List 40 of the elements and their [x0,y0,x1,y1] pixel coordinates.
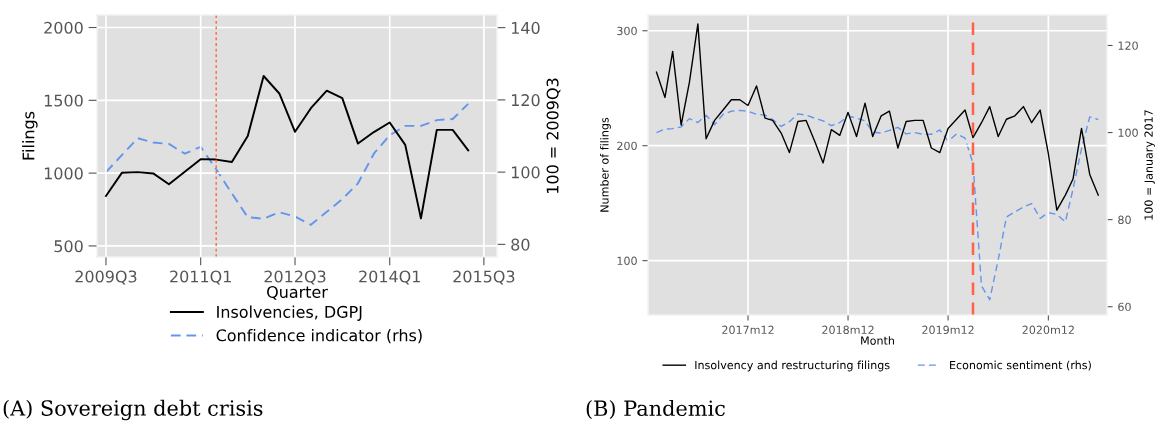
x-axis-title: Quarter [267,285,328,300]
y2-tick-label: 120 [1118,41,1138,50]
x-tick-label: 2014Q1 [359,270,420,285]
x-tick-label: 2015Q3 [453,270,515,285]
y2-tick-label: 100 [1118,128,1138,137]
y2-tick-label: 80 [1118,215,1131,225]
y2-tick-label: 120 [511,94,540,107]
x-tick-label: 2020m12 [1022,325,1074,335]
legend-label: Confidence indicator (rhs) [216,328,422,344]
x-axis-title: Month [861,336,894,345]
legend-label: Insolvency and restructuring filings [695,360,890,372]
y-tick-label: 1000 [44,167,83,180]
text: (A) Sovereign debt crisis [3,399,263,421]
legend-label: Economic sentiment (rhs) [950,360,1091,371]
y-tick-label: 100 [617,256,637,266]
y-tick-label: 500 [54,240,83,253]
x-tick-label: 2012Q3 [264,270,326,285]
y-tick-label: 200 [617,141,637,151]
x-tick-label: 2017m12 [722,325,774,335]
x-tick-label: 2009Q3 [75,270,137,285]
y2-axis-title: 100 = 2009Q3 [546,78,561,193]
y2-tick-label: 140 [511,21,540,34]
y2-tick-label: 100 [511,166,540,179]
line-series [105,75,470,220]
y-tick-label: 2000 [44,21,83,34]
x-tick-label: 2011Q1 [170,270,231,285]
y-tick-label: 1500 [44,94,83,107]
y-axis-title: Number of filings [600,117,611,212]
text: (B) Pandemic [586,399,725,419]
y2-axis-title: 100 = January 2017 [1144,110,1155,220]
legend-label: Insolvencies, DGPJ [217,305,362,321]
y-axis-title: Filings [22,111,38,160]
x-tick-label: 2018m12 [822,325,874,335]
line-series [105,102,470,226]
line-series [655,23,1099,211]
y-tick-label: 300 [617,26,637,36]
y2-tick-label: 80 [511,238,530,251]
line-series [655,109,1099,301]
y2-tick-label: 60 [1118,302,1131,312]
x-tick-label: 2019m12 [922,325,974,335]
